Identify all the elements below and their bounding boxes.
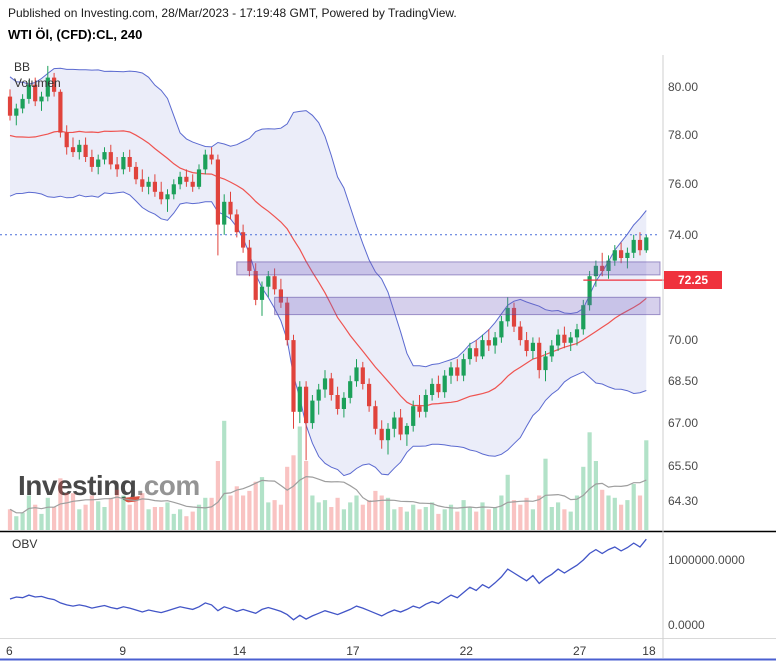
published-line: Published on Investing.com, 28/Mar/2023 … [8, 6, 457, 20]
price-tick: 67.00 [668, 416, 699, 431]
last-price-badge: 72.25 [664, 271, 722, 290]
time-label: 22 [459, 644, 473, 658]
watermark-primary: Investing [18, 470, 137, 501]
time-label: 17 [346, 644, 360, 658]
watermark-secondary: .com [136, 470, 200, 501]
price-tick: 80.00 [668, 80, 699, 95]
zone-rect[interactable] [236, 261, 661, 276]
investing-watermark: Investing.com [18, 470, 200, 503]
supply-demand-zones[interactable] [236, 261, 661, 316]
time-label: 9 [119, 644, 127, 658]
time-label: 18 [642, 644, 656, 658]
time-label: 14 [232, 644, 247, 658]
time-axis[interactable]: 6 9 14 17 22 27 18 [0, 638, 776, 664]
time-label: 27 [573, 644, 587, 658]
price-axis[interactable]: 80.00 78.00 76.00 74.00 70.00 68.50 67.00 65.50… [664, 0, 776, 664]
time-label: 6 [6, 644, 13, 658]
chart-title: WTI Öl, (CFD):CL, 240 [8, 27, 143, 42]
legend-bollinger[interactable]: BB [14, 60, 31, 74]
obv-tick: 1000000.0000 [668, 553, 745, 567]
price-tick: 68.50 [668, 374, 699, 389]
panel-separators [0, 55, 776, 661]
price-tick: 65.50 [668, 459, 699, 473]
zone-rect[interactable] [274, 296, 661, 316]
price-tick: 70.00 [668, 333, 699, 348]
volume-ma-line [9, 475, 647, 514]
volume-bars [7, 420, 649, 531]
price-tick: 64.30 [668, 494, 699, 509]
legend-volume[interactable]: Volumen [14, 76, 61, 90]
price-tick: 78.00 [668, 128, 699, 143]
candles [7, 65, 649, 461]
price-tick: 74.00 [668, 227, 699, 242]
obv-line [9, 538, 647, 621]
legend-obv[interactable]: OBV [12, 537, 38, 551]
price-tick: 76.00 [668, 177, 699, 192]
obv-tick: 0.0000 [668, 618, 705, 632]
